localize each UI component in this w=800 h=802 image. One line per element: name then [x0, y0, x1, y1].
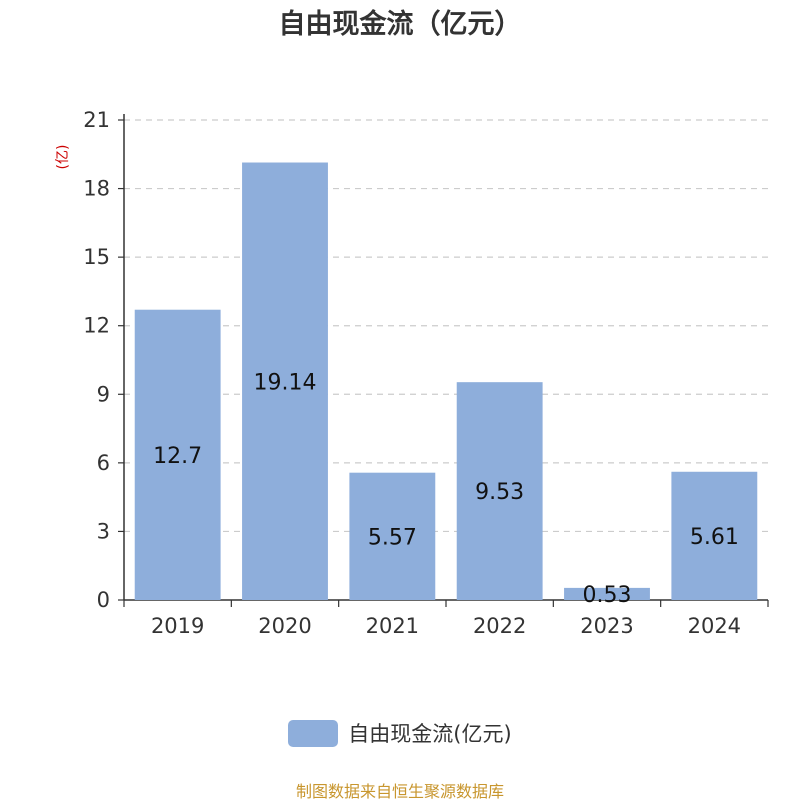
legend-swatch	[288, 719, 339, 747]
legend[interactable]: 自由现金流(亿元)	[0, 718, 800, 748]
x-tick-label: 2024	[688, 614, 741, 638]
data-label: 12.7	[153, 444, 202, 469]
x-tick-label: 2022	[473, 614, 526, 638]
y-tick-label: 3	[97, 519, 110, 543]
bar	[242, 162, 328, 600]
y-tick-label: 15	[83, 245, 110, 269]
source-note: 制图数据来自恒生聚源数据库	[295, 782, 504, 801]
x-tick-label: 2019	[151, 614, 204, 638]
data-label: 5.57	[368, 525, 417, 550]
data-label: 9.53	[475, 480, 524, 505]
bar	[564, 587, 650, 600]
data-label: 5.61	[690, 525, 739, 550]
y-tick-label: 12	[83, 314, 110, 338]
bar	[134, 309, 221, 600]
data-label: 0.53	[583, 583, 632, 608]
x-tick-label: 2020	[258, 614, 311, 638]
chart-title: 自由现金流（亿元）	[279, 8, 522, 40]
bar	[349, 472, 436, 600]
y-tick-label: 21	[83, 108, 110, 132]
data-label: 19.14	[254, 370, 317, 395]
y-tick-label: 0	[97, 588, 110, 612]
bar	[456, 382, 543, 600]
y-tick-label: 18	[83, 177, 110, 201]
y-tick-label: 6	[97, 451, 110, 475]
y-axis-label: (亿)	[55, 145, 71, 170]
bar	[671, 471, 758, 600]
legend-label: 自由现金流(亿元)	[348, 722, 512, 746]
y-tick-label: 9	[97, 382, 110, 406]
x-tick-label: 2021	[366, 614, 419, 638]
x-tick-label: 2023	[580, 614, 633, 638]
